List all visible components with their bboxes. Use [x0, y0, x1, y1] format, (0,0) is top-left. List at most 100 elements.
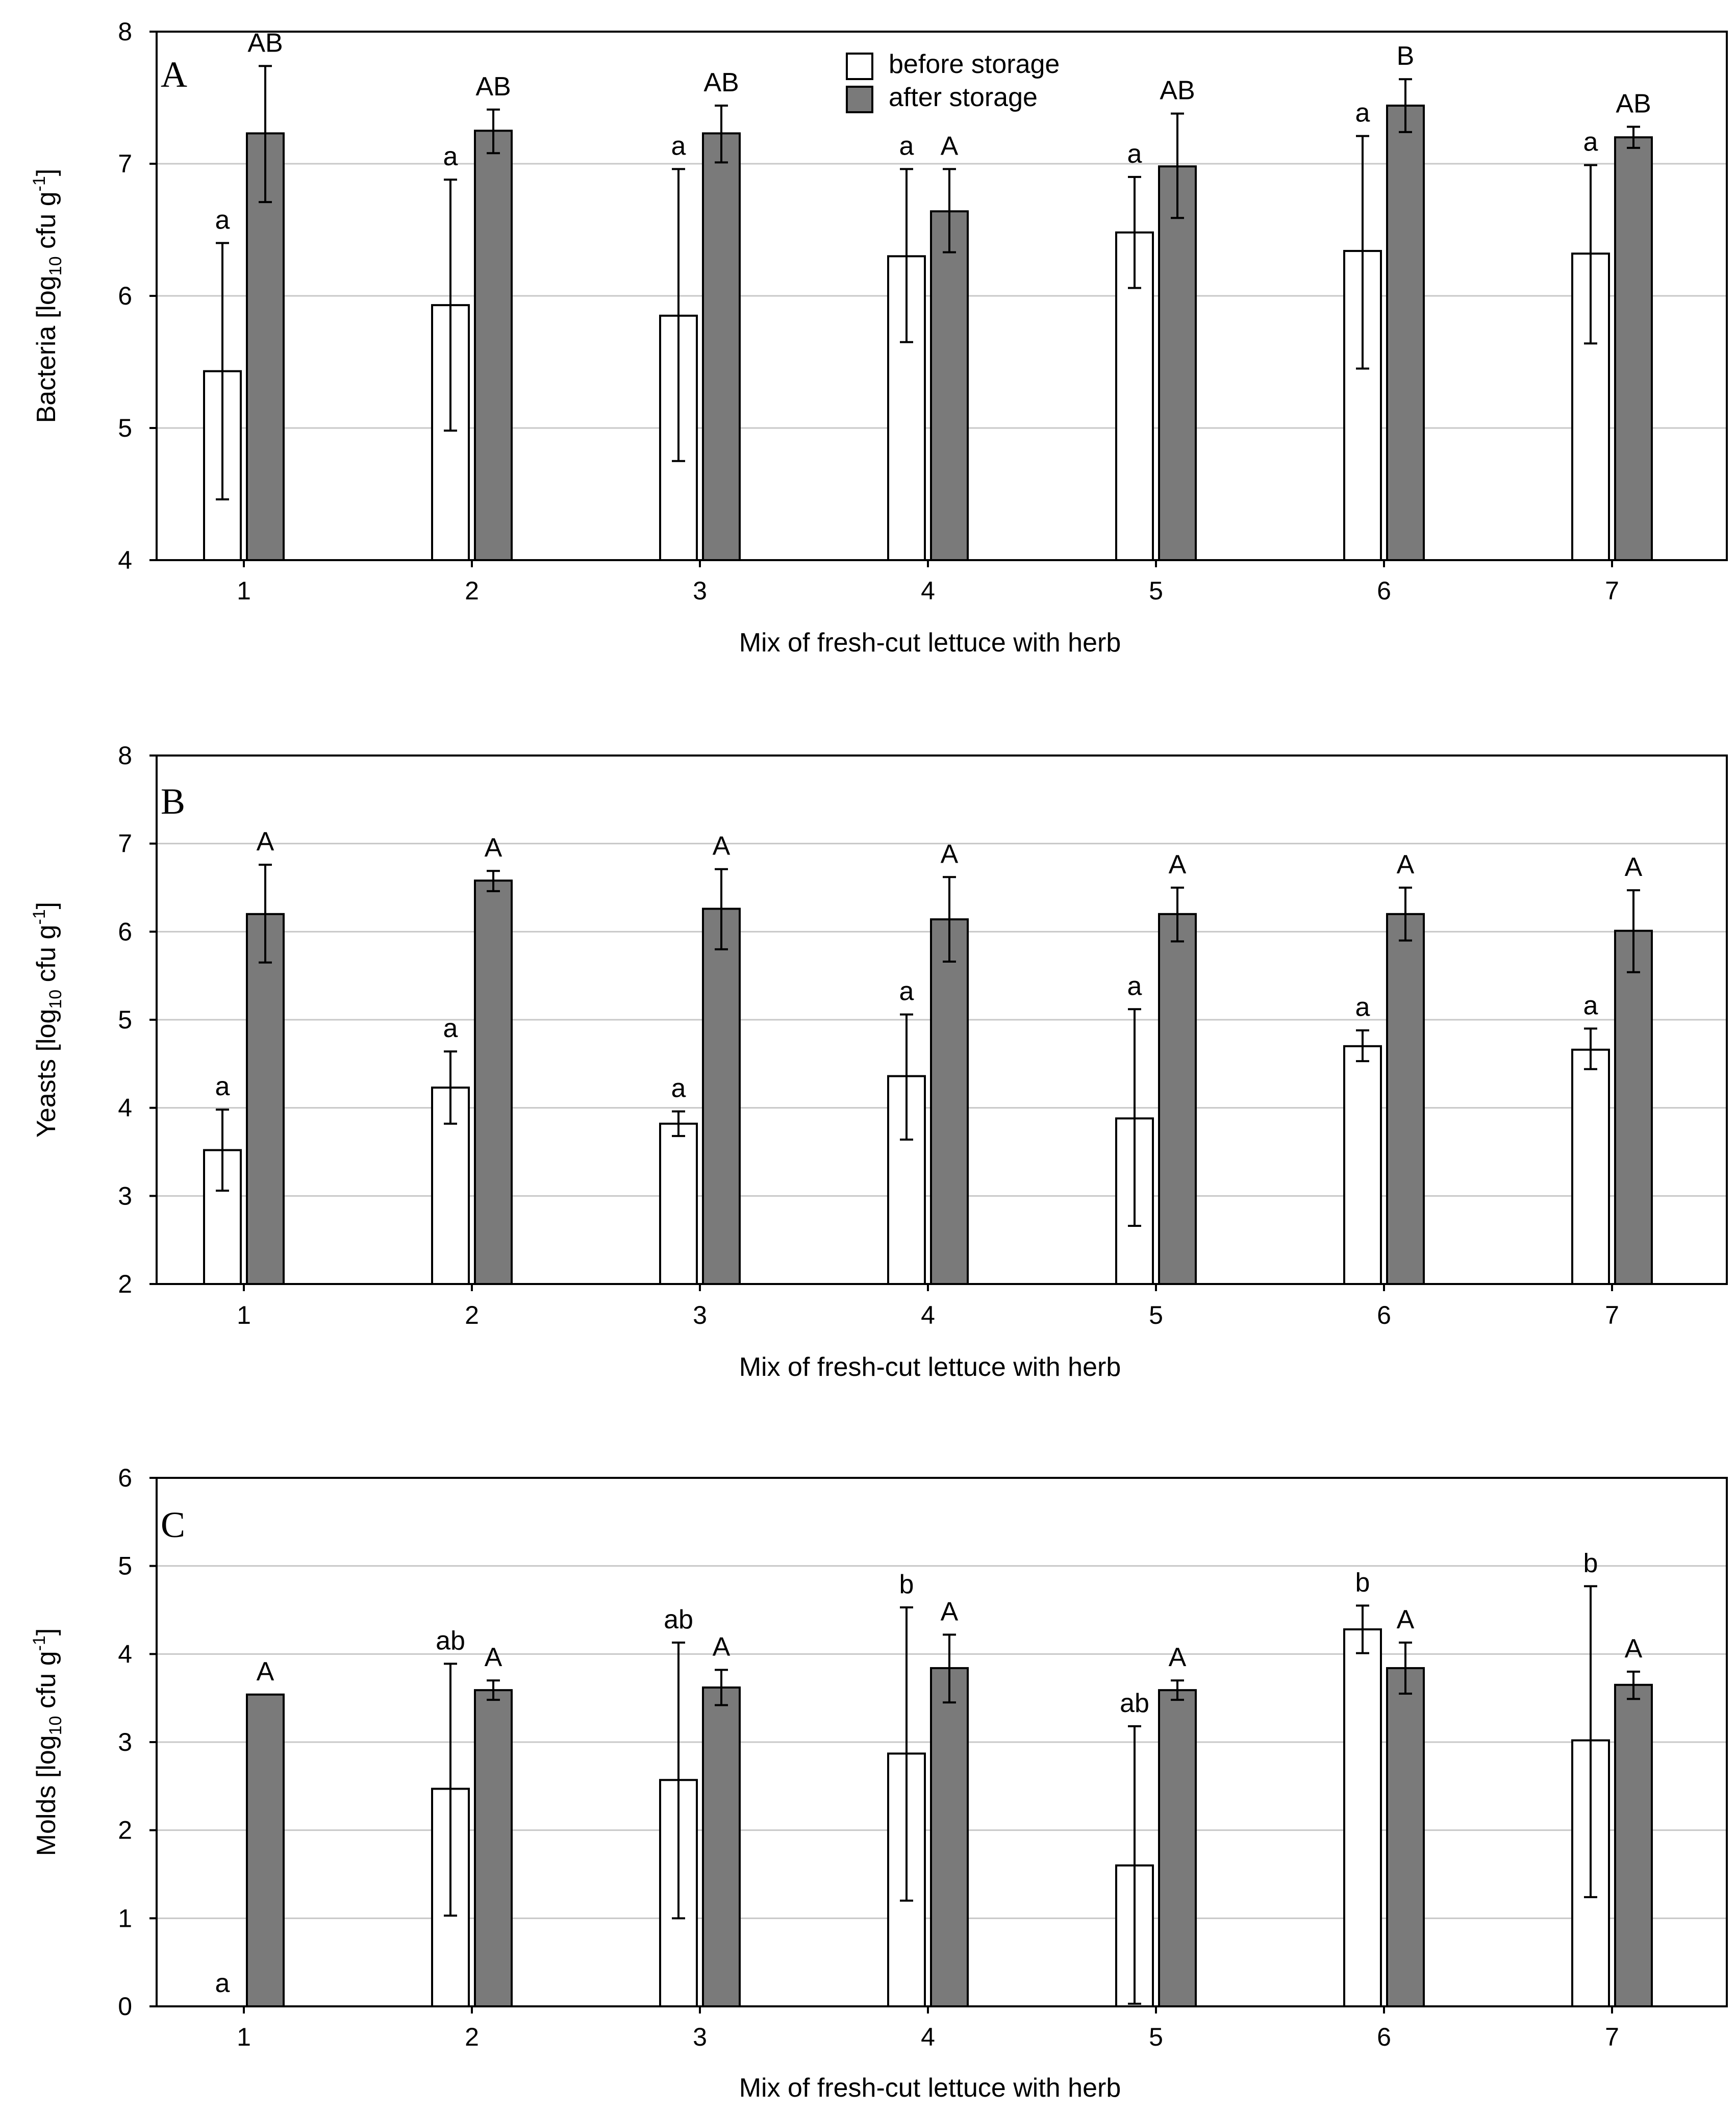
panel-a-bar-after-3 [702, 132, 741, 561]
panel-a-error-bar-before-1 [216, 242, 229, 500]
panel-b-x-tick-label: 5 [1149, 1301, 1163, 1329]
panel-b-y-tick-label: 6 [118, 917, 132, 946]
panel-b-error-bars [216, 864, 1640, 1227]
panel-b-sig-label-after-5: A [1169, 850, 1187, 879]
panel-c-x-axis-title: Mix of fresh-cut lettuce with herb [739, 2073, 1121, 2103]
panel-c-bar-after-2 [474, 1689, 513, 2008]
panel-b-sig-label-after-4: A [941, 839, 959, 869]
panel-b-sig-label-before-4: a [899, 977, 914, 1006]
panel-c-error-bars [444, 1585, 1640, 2005]
panel-b-bar-after-3 [702, 908, 741, 1285]
panel-a-sig-label-before-7: a [1583, 128, 1598, 157]
panel-b-bar-before-6 [1343, 1045, 1382, 1286]
panel-c-sig-label-before-7: b [1583, 1548, 1598, 1578]
panel-c-error-bar-before-5 [1128, 1725, 1141, 2005]
panel-b-plot-frame [156, 754, 1728, 1285]
panel-a-sig-label-after-5: AB [1160, 76, 1195, 106]
panel-a-error-bar-before-6 [1356, 135, 1369, 370]
panel-a-y-axis-title: Bacteria [log10 cfu g-1] [30, 169, 65, 423]
panel-a-bar-after-2 [474, 130, 513, 561]
panel-c-error-bar-after-5 [1171, 1679, 1184, 1701]
panel-c-error-bar-after-7 [1627, 1670, 1640, 1700]
panel-b-y-ticks: 2 3 4 5 6 7 8 [118, 741, 157, 1298]
panel-b-bar-after-6 [1386, 913, 1425, 1286]
panel-a-x-axis-title: Mix of fresh-cut lettuce with herb [739, 628, 1121, 658]
panel-b-y-tick-label: 5 [118, 1005, 132, 1034]
panel-b-bar-before-3 [659, 1122, 698, 1285]
panel-a-y-tick-label: 5 [118, 414, 132, 442]
panel-a-sig-label-before-1: a [215, 205, 230, 235]
panel-c-error-bar-after-2 [487, 1679, 500, 1701]
panel-a-error-bar-before-7 [1584, 164, 1597, 345]
panel-c-x-tick-label: 1 [237, 2023, 251, 2051]
panel-c-error-bar-before-4 [900, 1606, 913, 1902]
panel-b-sig-label-before-1: a [215, 1072, 230, 1101]
panel-a-y-tick-label: 4 [118, 546, 132, 574]
panel-c-y-tick-label: 4 [118, 1640, 132, 1668]
panel-b-y-tick-label: 7 [118, 829, 132, 858]
panel-a-error-bar-after-7 [1627, 125, 1640, 149]
panel-a-x-ticks: 1 2 3 4 5 6 7 [237, 560, 1619, 605]
legend: before storage after storage [846, 49, 1060, 113]
panel-c-y-tick-label: 2 [118, 1816, 132, 1845]
panel-c-sig-label-after-3: A [713, 1632, 731, 1662]
panel-a-bar-after-7 [1614, 136, 1653, 561]
panel-b-bar-after-7 [1614, 929, 1653, 1285]
panel-a-sig-label-before-5: a [1127, 139, 1142, 169]
panel-a-sig-label-before-3: a [671, 131, 686, 161]
panel-c-y-axis-title: Molds [log10 cfu g-1] [30, 1628, 65, 1856]
panel-a-sig-label-after-4: A [941, 131, 959, 161]
panel-a-bar-after-4 [930, 210, 969, 561]
panel-a-y-ticks: 4 5 6 7 8 [118, 17, 157, 574]
panel-a-y-tick-label: 8 [118, 17, 132, 46]
panel-c-x-tick-label: 5 [1149, 2023, 1163, 2051]
panel-b-x-axis-title: Mix of fresh-cut lettuce with herb [739, 1352, 1121, 1382]
panel-b-bar-after-5 [1158, 913, 1197, 1286]
panel-c-bar-after-1 [246, 1693, 285, 2007]
panel-a-sig-label-after-2: AB [475, 72, 511, 102]
panel-a-x-tick-label: 1 [237, 576, 251, 605]
panel-b-error-bar-after-3 [715, 868, 728, 950]
panel-a-error-bar-before-4 [900, 168, 913, 343]
panel-b: a Aa Aa Aa Aa Aa Aa A 2 3 4 5 6 7 8 1 2 3 4 5 6 7 B Mix of … [30, 741, 1728, 1382]
panel-c-sig-label-before-4: b [899, 1570, 914, 1599]
panel-c-sig-label-before-5: ab [1120, 1689, 1149, 1718]
legend-swatch-before [846, 53, 873, 80]
panel-b-bar-after-4 [930, 918, 969, 1286]
legend-swatch-after [846, 86, 873, 113]
panel-b-error-bar-after-2 [487, 870, 500, 892]
panel-a-bar-after-6 [1386, 105, 1425, 562]
panel-b-sig-label-after-2: A [485, 833, 502, 863]
panel-b-bar-after-2 [474, 879, 513, 1285]
panel-c-bar-after-3 [702, 1686, 741, 2008]
panel-c-sig-label-after-4: A [941, 1597, 959, 1626]
panel-a-error-bar-after-6 [1399, 78, 1412, 133]
panel-a-error-bar-after-2 [487, 108, 500, 155]
panel-b-error-bar-after-6 [1399, 887, 1412, 942]
panel-a-bar-after-1 [246, 132, 285, 561]
panel-a-error-bar-after-3 [715, 105, 728, 164]
panel-c-bar-after-4 [930, 1667, 969, 2007]
panel-b-error-bar-before-5 [1128, 1008, 1141, 1227]
panel-a-sig-label-after-1: AB [247, 28, 283, 58]
panel-b-sig-label-before-6: a [1355, 993, 1370, 1022]
panel-a-x-tick-label: 7 [1605, 576, 1619, 605]
panel-c-x-tick-label: 4 [921, 2023, 935, 2051]
panel-b-x-tick-label: 6 [1377, 1301, 1391, 1329]
panel-a-x-tick-label: 3 [693, 576, 707, 605]
panel-b-y-tick-label: 3 [118, 1181, 132, 1210]
panel-a-error-bar-after-1 [259, 65, 272, 204]
panel-c-y-ticks: 0 1 2 3 4 5 6 [118, 1464, 157, 2021]
panel-a-x-tick-label: 2 [465, 576, 479, 605]
panel-b-error-bar-after-4 [943, 876, 956, 963]
panel-a-y-tick-label: 6 [118, 282, 132, 310]
panel-b-bar-after-1 [246, 913, 285, 1286]
panel-a-x-tick-label: 4 [921, 576, 935, 605]
panel-c-bar-after-6 [1386, 1667, 1425, 2007]
panel-a-sig-label-before-6: a [1355, 98, 1370, 128]
panel-b-error-bar-before-4 [900, 1013, 913, 1141]
panel-b-error-bar-before-6 [1356, 1029, 1369, 1063]
